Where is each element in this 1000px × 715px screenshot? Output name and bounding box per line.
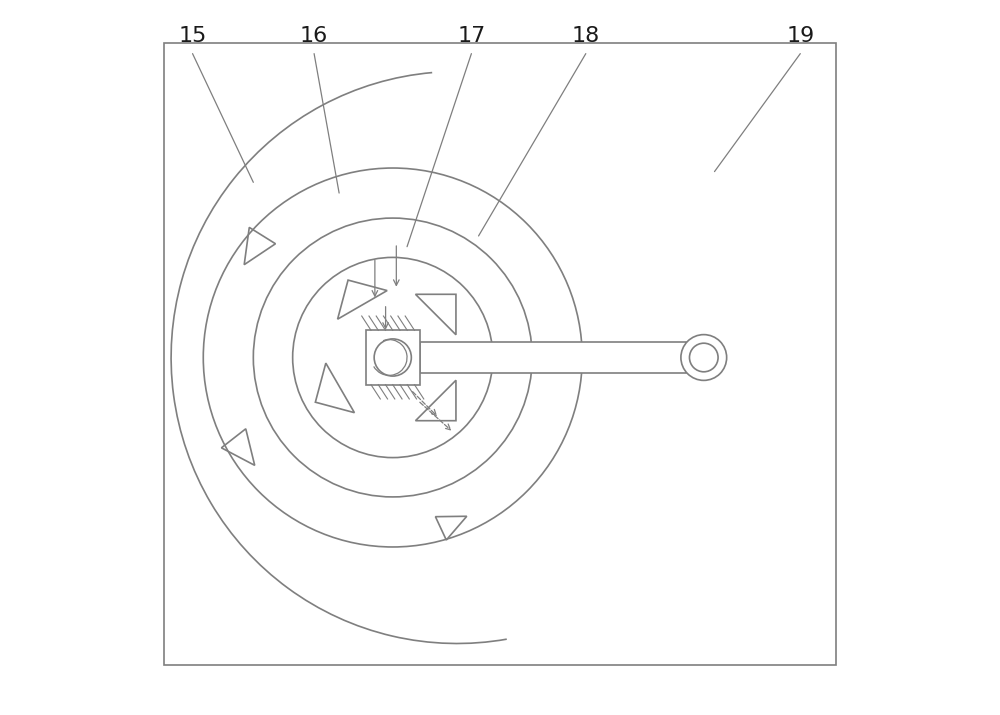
Text: 18: 18 bbox=[572, 26, 600, 46]
Text: 17: 17 bbox=[457, 26, 486, 46]
Text: 15: 15 bbox=[178, 26, 207, 46]
Circle shape bbox=[374, 339, 411, 376]
Bar bbox=[366, 330, 420, 385]
Text: 16: 16 bbox=[300, 26, 328, 46]
Bar bbox=[420, 342, 686, 373]
Text: 19: 19 bbox=[786, 26, 814, 46]
Circle shape bbox=[689, 343, 718, 372]
Circle shape bbox=[681, 335, 727, 380]
Bar bbox=[164, 43, 836, 665]
